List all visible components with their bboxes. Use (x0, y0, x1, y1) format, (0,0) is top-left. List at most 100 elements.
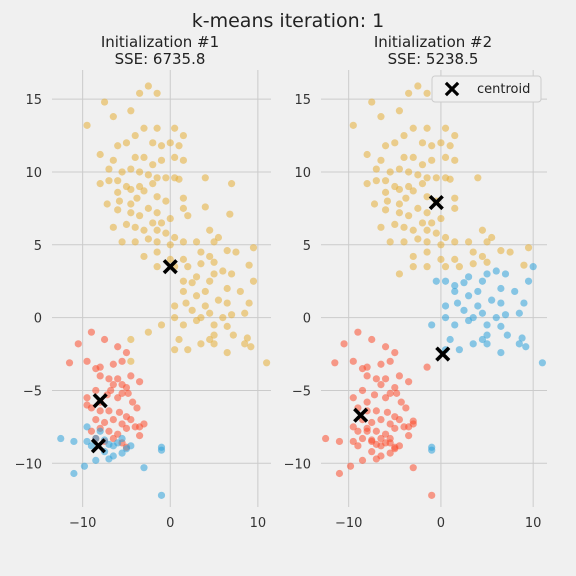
data-point (437, 241, 445, 249)
data-point (92, 386, 100, 395)
data-point (171, 233, 179, 242)
data-point (492, 267, 500, 275)
data-point (100, 335, 109, 344)
data-point (441, 277, 450, 285)
data-point (483, 321, 491, 329)
data-point (80, 462, 89, 470)
data-point (157, 142, 166, 150)
data-point (451, 238, 459, 246)
data-point (409, 187, 417, 195)
data-point (402, 404, 410, 412)
legend-centroid-icon (444, 81, 460, 97)
data-point (109, 156, 117, 164)
data-point (483, 331, 491, 339)
data-point (206, 226, 214, 234)
data-point (423, 363, 431, 371)
data-point (383, 197, 392, 205)
data-point (409, 124, 417, 132)
data-point (451, 287, 459, 296)
data-point (192, 273, 201, 281)
data-point (188, 279, 196, 287)
data-point (57, 434, 65, 443)
x-tick-label: −10 (335, 516, 362, 531)
data-point (474, 302, 482, 310)
data-point (446, 175, 454, 183)
subplot-title: Initialization #1 (101, 33, 219, 51)
data-point (171, 346, 179, 354)
data-point (179, 131, 187, 140)
data-point (131, 238, 139, 246)
data-point (153, 238, 161, 246)
data-point (206, 309, 214, 317)
data-point (105, 375, 113, 383)
data-point (423, 238, 431, 246)
data-point (414, 204, 422, 212)
data-point (153, 193, 161, 201)
data-point (354, 427, 362, 435)
data-point (115, 197, 124, 205)
data-point (223, 247, 231, 255)
data-point (114, 142, 122, 150)
data-point (524, 277, 533, 285)
data-point (127, 335, 135, 344)
data-point (414, 235, 422, 243)
data-point (136, 378, 144, 386)
data-point (179, 287, 187, 296)
data-point (381, 142, 390, 150)
data-point (370, 391, 379, 399)
data-point (451, 204, 459, 212)
data-point (386, 420, 394, 428)
data-point (453, 299, 462, 307)
data-point (391, 348, 399, 357)
data-point (432, 277, 440, 285)
data-point (128, 398, 137, 406)
data-point (247, 343, 255, 351)
data-point (393, 389, 401, 397)
data-point (368, 98, 376, 106)
data-point (96, 372, 104, 380)
data-point (166, 139, 174, 147)
figure-title: k-means iteration: 1 (192, 10, 384, 32)
data-point (474, 287, 482, 296)
data-point (428, 219, 436, 227)
data-point (460, 306, 468, 314)
data-point (157, 491, 166, 499)
data-point (395, 372, 404, 380)
data-point (140, 187, 148, 195)
data-point (92, 416, 100, 424)
data-point (381, 188, 390, 196)
data-point (400, 223, 408, 231)
legend-label: centroid (477, 82, 530, 97)
data-point (166, 255, 174, 263)
data-point (184, 263, 192, 271)
data-point (381, 439, 390, 447)
data-point (114, 394, 122, 402)
data-point (83, 437, 91, 446)
legend: centroid (431, 75, 542, 103)
data-point (127, 357, 135, 365)
data-point (455, 346, 463, 354)
data-point (391, 424, 399, 432)
data-point (109, 416, 117, 424)
data-point (391, 220, 399, 229)
data-point (118, 381, 126, 389)
data-point (400, 238, 408, 246)
data-point (263, 359, 271, 367)
data-point (464, 273, 473, 281)
data-point (395, 416, 404, 424)
data-point (497, 348, 505, 357)
data-point (377, 223, 385, 231)
data-point (245, 299, 253, 307)
data-point (391, 139, 399, 147)
data-point (122, 424, 131, 432)
data-point (131, 131, 139, 140)
data-point (497, 322, 505, 330)
data-point (331, 359, 339, 367)
data-point (210, 321, 218, 329)
data-point (227, 270, 236, 278)
data-point (386, 357, 394, 365)
data-point (241, 309, 249, 317)
data-point (179, 194, 187, 202)
data-point (441, 314, 450, 322)
data-point (144, 235, 152, 243)
